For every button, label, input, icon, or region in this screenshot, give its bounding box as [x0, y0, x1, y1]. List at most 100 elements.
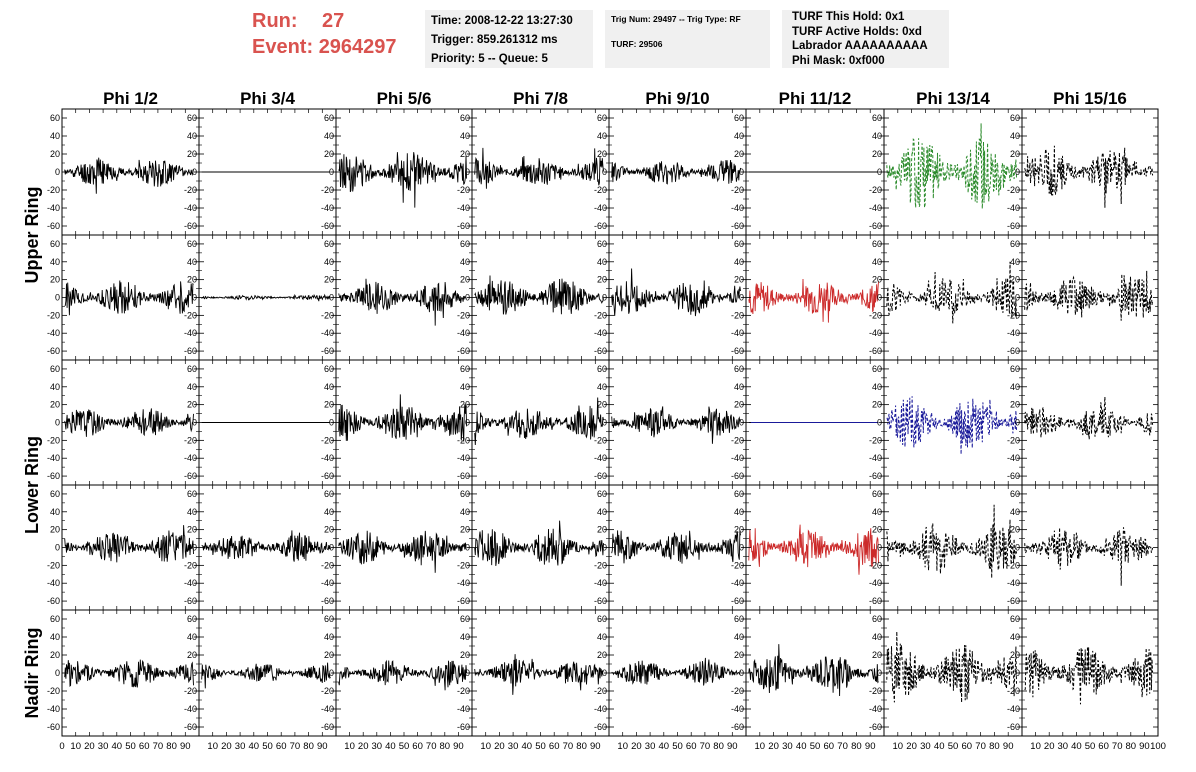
y-tick-label: -60: [457, 722, 470, 732]
y-tick-label: 60: [1010, 239, 1020, 249]
run-value: 27: [322, 10, 345, 32]
y-tick-label: -20: [594, 560, 607, 570]
y-tick-label: -40: [731, 578, 744, 588]
y-tick-label: -40: [594, 453, 607, 463]
y-tick-label: 60: [324, 614, 334, 624]
y-tick-label: 40: [597, 507, 607, 517]
y-tick-label: -60: [457, 471, 470, 481]
x-tick-label: 40: [385, 741, 396, 752]
y-tick-label: 0: [465, 293, 470, 303]
y-tick-label: -20: [457, 435, 470, 445]
y-tick-label: 40: [872, 131, 882, 141]
y-tick-label: 60: [597, 364, 607, 374]
y-tick-label: -60: [184, 346, 197, 356]
y-tick-label: 20: [324, 275, 334, 285]
x-tick-label: 30: [1058, 741, 1069, 752]
y-tick-label: 40: [187, 131, 197, 141]
y-tick-label: 60: [872, 239, 882, 249]
event-label: Event:: [252, 36, 314, 58]
y-tick-label: -60: [47, 596, 60, 606]
waveform-panel: -60 -40 -20 0 20 40 60: [731, 359, 885, 486]
y-tick-label: 0: [55, 543, 60, 553]
y-tick-label: 60: [187, 239, 197, 249]
waveform-trace: [748, 524, 879, 575]
y-tick-label: 0: [1015, 543, 1020, 553]
y-tick-label: -40: [1007, 203, 1020, 213]
run-row: Run: 27: [252, 8, 397, 34]
y-tick-label: 0: [192, 543, 197, 553]
y-tick-label: 60: [1010, 489, 1020, 499]
x-tick-label: 90: [180, 741, 191, 752]
y-tick-label: 40: [187, 382, 197, 392]
y-tick-label: -40: [1007, 578, 1020, 588]
waveform-panel: -60 -40 -20 0 20 40 60: [47, 484, 200, 611]
waveform-trace: [886, 396, 1017, 455]
y-tick-label: 40: [1010, 382, 1020, 392]
x-tick-label: 70: [290, 741, 301, 752]
x-tick-label: 40: [112, 741, 123, 752]
y-tick-label: -40: [869, 578, 882, 588]
y-tick-label: 40: [1010, 257, 1020, 267]
x-tick-label: 90: [453, 741, 464, 752]
y-tick-label: 60: [324, 239, 334, 249]
y-tick-label: 40: [872, 632, 882, 642]
y-tick-label: -60: [869, 471, 882, 481]
x-tick-label: 80: [576, 741, 587, 752]
waveform-panel: -60 -40 -20 0 20 40 60: [184, 234, 337, 361]
y-tick-label: -60: [321, 471, 334, 481]
waveform-panel: -60 -40 -20 0 20 40 60: [731, 484, 885, 611]
y-tick-label: -40: [184, 453, 197, 463]
x-tick-label: 30: [98, 741, 109, 752]
y-tick-label: 20: [187, 400, 197, 410]
waveform-panel: -60 -40 -20 0 20 40 60: [47, 359, 200, 486]
y-tick-label: 20: [872, 149, 882, 159]
y-tick-label: 40: [187, 507, 197, 517]
y-tick-label: -60: [457, 596, 470, 606]
y-tick-label: 60: [460, 113, 470, 123]
waveform-panel: -60 -40 -20 0 20 40 60: [1007, 108, 1159, 236]
waveform-trace: [64, 157, 194, 194]
y-tick-label: 40: [50, 131, 60, 141]
y-tick-label: -40: [594, 578, 607, 588]
x-tick-label: 60: [549, 741, 560, 752]
x-tick-label: 80: [851, 741, 862, 752]
y-tick-label: 60: [324, 489, 334, 499]
y-tick-label: -40: [321, 578, 334, 588]
y-tick-label: -60: [731, 471, 744, 481]
y-tick-label: -20: [47, 435, 60, 445]
y-tick-label: -60: [184, 596, 197, 606]
waveform-trace: [338, 530, 467, 573]
y-tick-label: 0: [1015, 293, 1020, 303]
y-tick-label: 60: [872, 113, 882, 123]
turf-active-holds-text: TURF Active Holds: 0xd: [792, 25, 922, 38]
x-tick-label: 60: [139, 741, 150, 752]
y-tick-label: 20: [460, 650, 470, 660]
y-tick-label: -20: [47, 185, 60, 195]
waveform-trace: [886, 261, 1017, 324]
y-tick-label: -20: [47, 310, 60, 320]
y-tick-label: 60: [187, 113, 197, 123]
y-tick-label: -40: [731, 328, 744, 338]
waveform-panel: -60 -40 -20 0 20 40 60: [47, 234, 200, 361]
x-tick-label: 80: [989, 741, 1000, 752]
x-tick-label: 40: [934, 741, 945, 752]
waveform-trace: [64, 280, 194, 316]
x-tick-label: 20: [768, 741, 779, 752]
y-tick-label: -40: [184, 578, 197, 588]
priority-text: Priority: 5 -- Queue: 5: [431, 53, 548, 65]
y-tick-label: -20: [47, 686, 60, 696]
column-header-phi: Phi 1/2: [103, 89, 158, 108]
waveform-trace: [611, 268, 741, 317]
y-tick-label: 60: [734, 113, 744, 123]
waveform-trace: [886, 123, 1017, 209]
y-tick-label: 60: [597, 113, 607, 123]
y-tick-label: 20: [872, 275, 882, 285]
x-tick-label: 10: [755, 741, 766, 752]
x-tick-label: 20: [221, 741, 232, 752]
y-tick-label: -20: [731, 185, 744, 195]
y-tick-label: 60: [460, 614, 470, 624]
x-tick-label: 70: [700, 741, 711, 752]
y-tick-label: 0: [739, 418, 744, 428]
